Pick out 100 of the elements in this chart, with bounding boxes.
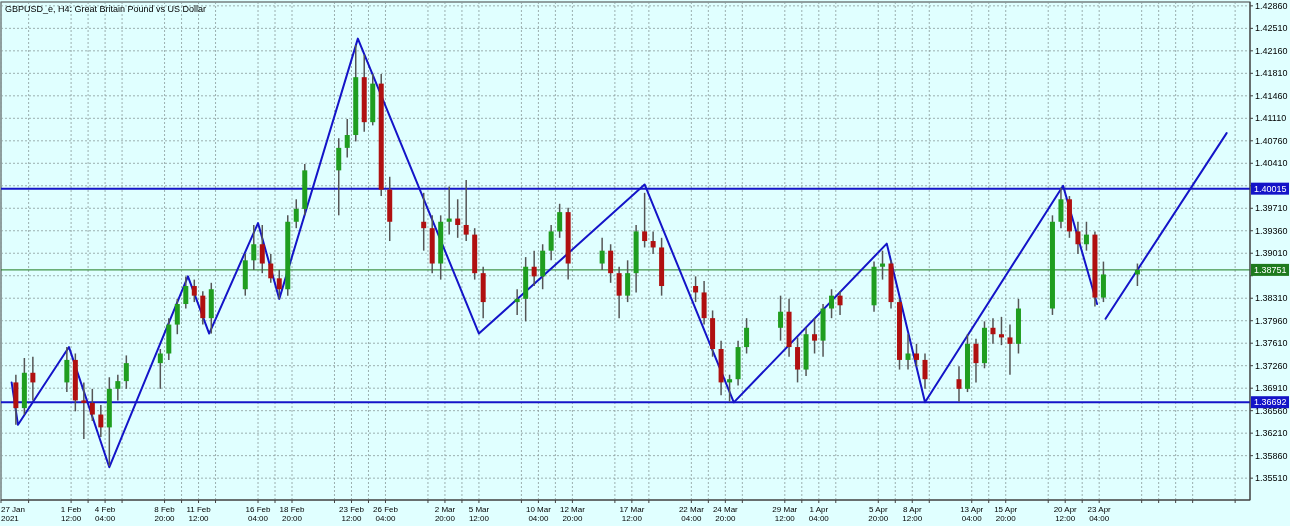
y-tick-label: 1.36210: [1255, 428, 1288, 439]
candlestick: [829, 288, 835, 319]
candlestick: [778, 294, 784, 342]
x-tick-label: 2 Mar 20:00: [434, 505, 456, 523]
candlestick: [973, 337, 979, 384]
y-tick-label: 1.37960: [1255, 315, 1288, 326]
x-tick-label: 24 Mar 20:00: [712, 505, 739, 523]
candlestick: [693, 275, 699, 303]
candlestick: [837, 290, 843, 316]
y-tick-label: 1.41110: [1255, 113, 1287, 124]
y-tick-label: 1.42510: [1255, 23, 1288, 34]
candlestick: [922, 352, 928, 390]
candlestick: [123, 354, 129, 390]
candlestick: [625, 259, 631, 303]
x-tick-label: 29 Mar 12:00: [772, 505, 798, 523]
ref-line-label: 1.36692: [1254, 397, 1287, 408]
candlestick: [1058, 186, 1064, 229]
x-tick-label: 22 Mar 04:00: [678, 505, 705, 523]
candlestick: [650, 230, 656, 255]
candlestick: [905, 333, 911, 371]
y-tick-label: 1.42160: [1255, 45, 1288, 56]
candlestick: [89, 388, 95, 422]
candlestick: [557, 203, 563, 239]
candlestick: [81, 381, 87, 440]
y-tick-label: 1.36910: [1255, 383, 1288, 394]
candlestick: [446, 185, 452, 236]
candlestick: [795, 336, 801, 384]
x-tick-label: 1 Apr 04:00: [808, 505, 830, 523]
x-tick-label: 1 Feb 12:00: [60, 505, 82, 523]
candlestick: [616, 265, 622, 319]
y-tick-label: 1.41810: [1255, 68, 1288, 79]
x-tick-label: 10 Mar 04:00: [525, 505, 552, 523]
x-tick-label: 8 Feb 20:00: [154, 505, 176, 523]
candlestick: [64, 346, 70, 393]
y-tick-label: 1.39010: [1255, 248, 1288, 259]
candlestick: [174, 298, 180, 335]
x-tick-label: 27 Jan 2021: [1, 505, 26, 523]
y-tick-label: 1.41460: [1255, 90, 1288, 101]
candlestick: [276, 269, 282, 300]
y-tick-label: 1.35860: [1255, 450, 1288, 461]
candlestick: [191, 278, 197, 303]
y-tick-label: 1.40760: [1255, 135, 1288, 146]
y-tick-label: 1.38310: [1255, 293, 1288, 304]
x-tick-label: 5 Mar 12:00: [468, 505, 490, 523]
x-tick-label: 8 Apr 12:00: [902, 505, 923, 523]
y-tick-label: 1.37260: [1255, 360, 1288, 371]
y-tick-label: 1.39360: [1255, 225, 1288, 236]
y-tick-label: 1.40410: [1255, 158, 1288, 169]
x-tick-label: 20 Apr 12:00: [1053, 505, 1078, 523]
y-tick-label: 1.35510: [1255, 473, 1288, 484]
x-tick-label: 11 Feb 12:00: [186, 505, 212, 523]
candlestick: [455, 198, 461, 239]
x-tick-label: 23 Apr 04:00: [1087, 505, 1112, 523]
candlestick: [115, 373, 121, 402]
candlestick: [336, 137, 342, 217]
y-tick-label: 1.42860: [1255, 1, 1288, 12]
candlestick: [990, 317, 996, 345]
candlestick: [463, 179, 469, 242]
x-tick-label: 23 Feb 12:00: [339, 505, 365, 523]
x-tick-label: 12 Mar 20:00: [559, 505, 586, 523]
candlestick: [1134, 262, 1140, 287]
x-tick-label: 17 Mar 12:00: [619, 505, 645, 523]
candlestick: [30, 355, 36, 402]
x-tick-label: 4 Feb 04:00: [94, 505, 116, 523]
candlestick: [531, 249, 537, 287]
candlestick: [344, 118, 350, 159]
candlestick: [157, 348, 163, 390]
y-tick-label: 1.37610: [1255, 338, 1288, 349]
candlestick: [293, 198, 299, 229]
x-tick-label: 5 Apr 20:00: [868, 505, 889, 523]
candlestick: [1100, 260, 1106, 303]
candlestick: [251, 224, 257, 271]
candlestick: [259, 224, 265, 274]
candlestick: [956, 365, 962, 403]
y-tick-label: 1.36560: [1255, 405, 1288, 416]
x-tick-label: 15 Apr 20:00: [994, 505, 1018, 523]
x-tick-label: 16 Feb 04:00: [245, 505, 272, 523]
candlestick: [183, 275, 189, 310]
candlestick: [812, 317, 818, 355]
x-tick-label: 26 Feb 04:00: [373, 505, 399, 523]
candlestick: [514, 288, 520, 316]
chart-title: GBPUSD_e, H4: Great Britain Pound vs US Dollar: [5, 4, 207, 14]
candlestick: [1075, 221, 1081, 255]
candlestick: [880, 249, 886, 281]
x-tick-label: 13 Apr 04:00: [960, 505, 984, 523]
candlestick: [998, 316, 1004, 346]
candlestick: [744, 317, 750, 355]
candlestick: [599, 237, 605, 271]
candlestick: [608, 243, 614, 284]
ref-line-label: 1.40015: [1254, 183, 1287, 194]
x-tick-label: 18 Feb 20:00: [279, 505, 306, 523]
candlestick: [421, 192, 427, 252]
candlestick: [200, 290, 206, 326]
candlestick: [642, 192, 648, 249]
candlestick: [548, 224, 554, 262]
candlestick: [914, 343, 920, 368]
ref-line-label: 1.38751: [1254, 265, 1287, 276]
candlestick: [268, 253, 274, 284]
candlestick: [1007, 323, 1013, 376]
y-tick-label: 1.39710: [1255, 203, 1288, 214]
